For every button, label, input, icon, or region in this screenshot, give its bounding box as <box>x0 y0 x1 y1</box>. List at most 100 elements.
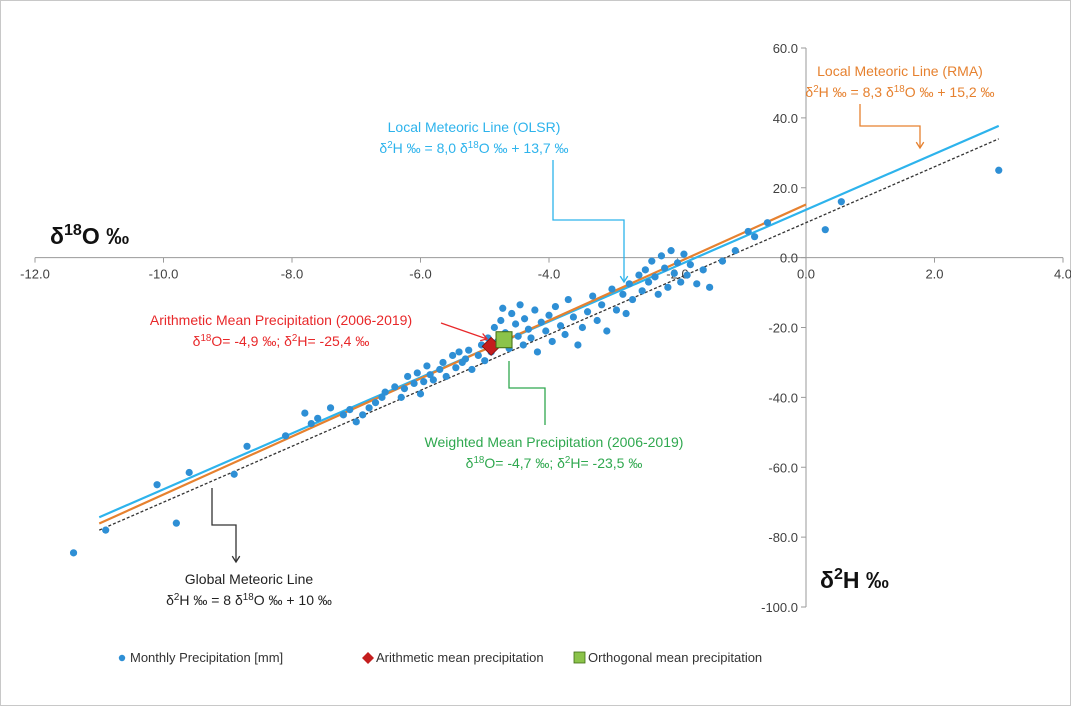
data-point <box>400 385 409 393</box>
data-point <box>391 383 399 391</box>
data-point <box>751 233 759 241</box>
data-point <box>307 419 315 428</box>
data-point <box>429 376 437 384</box>
data-point <box>426 371 434 379</box>
legend-label: Arithmetic mean precipitation <box>376 650 544 665</box>
data-point <box>651 273 659 281</box>
data-point <box>556 322 565 330</box>
data-point <box>569 313 578 321</box>
data-point <box>673 259 682 267</box>
annotation-arith-equation: δ18O= -4,9 ‰; δ2H= -25,4 ‰ <box>193 333 370 350</box>
data-point <box>461 355 470 363</box>
data-point <box>519 341 527 349</box>
data-point <box>641 266 649 274</box>
data-point <box>410 379 418 387</box>
data-point <box>677 278 685 286</box>
annotation-gmwl-title: Global Meteoric Line <box>185 571 314 587</box>
data-point <box>452 364 460 372</box>
annotation-weighted-equation: δ18O= -4,7 ‰; δ2H= -23,5 ‰ <box>466 455 643 472</box>
data-point <box>564 295 572 304</box>
data-point <box>69 549 78 557</box>
annotation-rma-equation: δ2H ‰ = 8,3 δ18O ‰ + 15,2 ‰ <box>805 84 994 101</box>
data-point <box>583 308 592 316</box>
rma-meteoric-line <box>98 203 807 525</box>
arith-leader-arrowhead <box>480 333 489 342</box>
data-point <box>664 283 672 291</box>
data-point <box>378 393 386 401</box>
annotation-olsr-equation: δ2H ‰ = 8,0 δ18O ‰ + 13,7 ‰ <box>379 140 568 157</box>
x-axis-title: δ18O ‰ <box>50 221 129 249</box>
data-point <box>603 327 611 335</box>
data-point <box>635 271 643 279</box>
data-point <box>548 337 556 346</box>
data-point <box>185 468 193 477</box>
data-point <box>686 261 694 269</box>
data-point <box>102 526 110 534</box>
data-point <box>693 280 701 288</box>
data-point <box>680 250 688 258</box>
data-point <box>420 378 428 386</box>
data-point <box>593 316 601 325</box>
data-point <box>153 481 161 489</box>
data-point <box>619 290 627 298</box>
data-point <box>468 365 476 374</box>
data-point <box>511 320 520 328</box>
data-point <box>670 269 678 277</box>
data-point <box>281 432 290 440</box>
y-tick-label: -40.0 <box>768 390 798 405</box>
x-tick-label: -6.0 <box>409 267 431 282</box>
data-point <box>551 302 560 311</box>
data-point <box>731 247 739 255</box>
data-point <box>648 257 656 265</box>
data-point <box>821 226 829 234</box>
weighted-leader <box>508 361 546 425</box>
data-point <box>520 315 529 323</box>
gmwl-leader <box>211 488 237 562</box>
data-point <box>455 348 463 356</box>
data-point <box>449 351 457 360</box>
rma-leader-arrowhead <box>915 141 925 150</box>
data-point <box>481 357 489 365</box>
legend-diamond-icon <box>362 652 374 664</box>
annotation-olsr-title: Local Meteoric Line (OLSR) <box>388 119 561 135</box>
data-point <box>365 404 373 412</box>
data-point <box>508 309 516 318</box>
data-point <box>574 341 582 349</box>
x-tick-label: -10.0 <box>149 267 179 282</box>
x-tick-label: -4.0 <box>538 267 560 282</box>
annotation-rma-title: Local Meteoric Line (RMA) <box>817 63 983 79</box>
legend-dot-icon <box>118 654 126 662</box>
data-point <box>359 411 367 419</box>
data-point <box>683 271 691 279</box>
data-point <box>497 316 505 325</box>
x-tick-label: -8.0 <box>281 267 303 282</box>
data-point <box>381 388 389 396</box>
data-point <box>243 442 251 450</box>
data-point <box>763 219 772 227</box>
data-point <box>436 365 444 374</box>
data-point <box>301 409 309 417</box>
data-point <box>657 252 666 260</box>
annotation-gmwl-equation: δ2H ‰ = 8 δ18O ‰ + 10 ‰ <box>166 592 332 609</box>
weighted-mean-marker <box>495 331 513 349</box>
data-point <box>416 390 425 398</box>
annotation-weighted-title: Weighted Mean Precipitation (2006-2019) <box>425 434 684 450</box>
x-tick-label: 4.0 <box>1054 267 1071 282</box>
y-tick-label: -100.0 <box>761 600 798 615</box>
data-point <box>326 404 335 412</box>
data-point <box>644 278 653 286</box>
data-point <box>612 306 621 314</box>
data-point <box>537 318 545 326</box>
data-point <box>718 257 727 265</box>
y-tick-label: 40.0 <box>773 111 798 126</box>
data-point <box>533 348 542 356</box>
data-point <box>638 287 646 295</box>
data-point <box>346 406 354 414</box>
data-point <box>578 323 587 332</box>
data-point <box>439 358 447 367</box>
legend-label: Monthly Precipitation [mm] <box>130 650 283 665</box>
data-point <box>995 166 1003 174</box>
data-point <box>423 362 431 370</box>
gmwl-leader-arrowhead <box>231 555 241 564</box>
